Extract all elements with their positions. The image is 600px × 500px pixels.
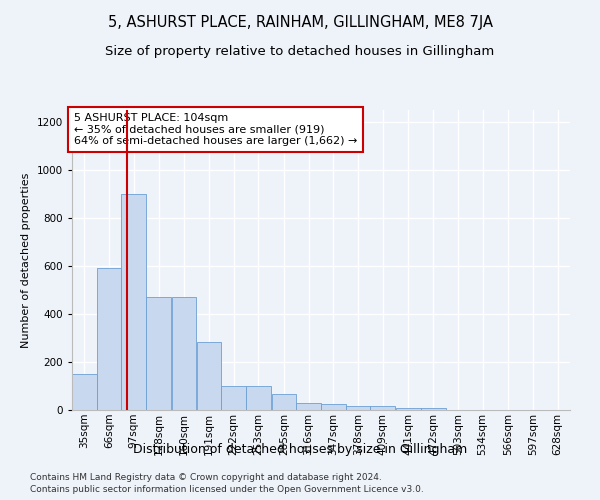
Text: Contains public sector information licensed under the Open Government Licence v3: Contains public sector information licen… [30, 485, 424, 494]
Bar [197, 342, 221, 410]
Bar [321, 404, 346, 410]
Bar [396, 408, 421, 410]
Bar [296, 403, 321, 410]
Text: Distribution of detached houses by size in Gillingham: Distribution of detached houses by size … [133, 442, 467, 456]
Text: 5 ASHURST PLACE: 104sqm
← 35% of detached houses are smaller (919)
64% of semi-d: 5 ASHURST PLACE: 104sqm ← 35% of detache… [74, 113, 357, 146]
Bar [121, 194, 146, 410]
Text: 5, ASHURST PLACE, RAINHAM, GILLINGHAM, ME8 7JA: 5, ASHURST PLACE, RAINHAM, GILLINGHAM, M… [107, 15, 493, 30]
Bar [346, 406, 370, 410]
Bar [272, 394, 296, 410]
Bar [221, 386, 246, 410]
Bar [246, 386, 271, 410]
Text: Contains HM Land Registry data © Crown copyright and database right 2024.: Contains HM Land Registry data © Crown c… [30, 472, 382, 482]
Bar [97, 268, 121, 410]
Bar [172, 297, 196, 410]
Text: Size of property relative to detached houses in Gillingham: Size of property relative to detached ho… [106, 45, 494, 58]
Bar [72, 374, 97, 410]
Y-axis label: Number of detached properties: Number of detached properties [21, 172, 31, 348]
Bar [421, 408, 445, 410]
Bar [146, 297, 171, 410]
Bar [370, 406, 395, 410]
